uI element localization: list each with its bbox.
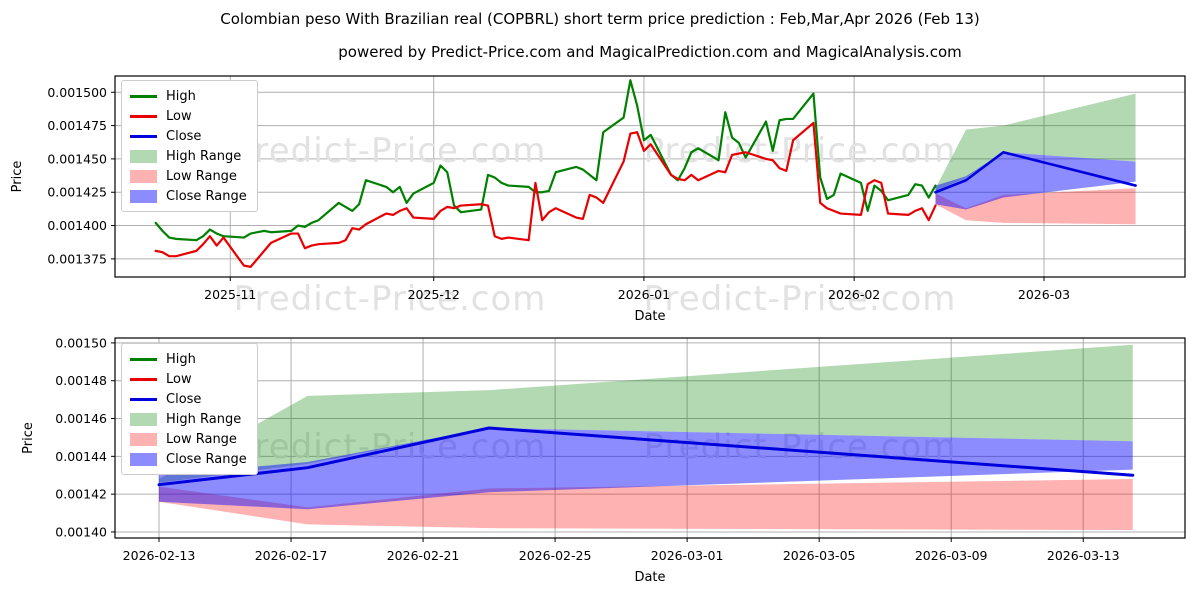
x-tick-label: 2026-02-17: [255, 548, 328, 563]
legend-label: High Range: [166, 148, 242, 164]
legend-line-swatch: [130, 134, 157, 138]
x-tick-label: 2026-03: [1018, 287, 1070, 302]
y-tick-label: 0.001400: [47, 218, 107, 233]
legend-line-swatch: [130, 114, 157, 118]
legend-label: Low: [166, 108, 192, 124]
legend-line-swatch: [130, 397, 157, 401]
y-tick-label: 0.001450: [47, 151, 107, 166]
legend-item-low: Low: [130, 106, 247, 126]
legend-item-high-range: High Range: [130, 409, 247, 429]
y-axis-label: Price: [10, 161, 25, 193]
series-line-low: [154, 121, 937, 268]
legend-main-chart: High Low Close High Range Low Range Close Ran…: [121, 80, 258, 212]
legend-line-swatch: [130, 377, 157, 381]
legend-patch-swatch: [130, 169, 157, 183]
y-tick-label: 0.00142: [55, 487, 107, 502]
legend-item-high: High: [130, 86, 247, 106]
legend-item-close-range: Close Range: [130, 449, 247, 469]
series-line-high: [154, 79, 937, 242]
legend-label: Low Range: [166, 168, 237, 184]
legend-label: High Range: [166, 411, 242, 427]
x-tick-label: 2025-12: [408, 287, 460, 302]
legend-patch-swatch: [130, 412, 157, 426]
x-tick-label: 2026-02: [828, 287, 880, 302]
legend-item-high: High: [130, 349, 247, 369]
y-tick-label: 0.001500: [47, 85, 107, 100]
band-low-range: [159, 479, 1133, 531]
legend-patch-swatch: [130, 452, 157, 466]
x-tick-label: 2026-02-21: [387, 548, 460, 563]
watermark-text: Predict-Price.com: [644, 427, 957, 467]
y-axis-label: Price: [21, 422, 36, 454]
watermark-text: Predict-Price.com: [234, 279, 547, 319]
y-tick-label: 0.001375: [47, 251, 107, 266]
y-tick-label: 0.001475: [47, 118, 107, 133]
legend-item-low-range: Low Range: [130, 166, 247, 186]
legend-item-low: Low: [130, 369, 247, 389]
x-axis-label: Date: [634, 570, 665, 585]
legend-forecast-chart: High Low Close High Range Low Range Close Ran…: [121, 343, 258, 475]
axes-frame: [114, 75, 1186, 278]
x-tick-label: 2026-03-13: [1047, 548, 1120, 563]
x-tick-label: 2026-02-13: [123, 548, 196, 563]
legend-line-swatch: [130, 357, 157, 361]
axes-frame: [114, 337, 1186, 539]
legend-patch-swatch: [130, 432, 157, 446]
y-tick-label: 0.00146: [55, 411, 107, 426]
x-tick-label: 2026-03-05: [783, 548, 856, 563]
band-low-range: [935, 188, 1136, 225]
y-tick-label: 0.00140: [55, 524, 107, 539]
legend-label: Low: [166, 371, 192, 387]
legend-line-swatch: [130, 94, 157, 98]
legend-label: Close Range: [166, 188, 247, 204]
x-tick-label: 2025-11: [204, 287, 256, 302]
legend-label: High: [166, 88, 196, 104]
watermark-text: Predict-Price.com: [644, 131, 957, 171]
legend-label: Low Range: [166, 431, 237, 447]
x-tick-label: 2026-03-01: [651, 548, 724, 563]
x-tick-label: 2026-02-25: [519, 548, 592, 563]
x-tick-label: 2026-03-09: [915, 548, 988, 563]
figure-subtitle: powered by Predict-Price.com and Magical…: [338, 43, 962, 61]
legend-item-close: Close: [130, 389, 247, 409]
legend-patch-swatch: [130, 149, 157, 163]
legend-label: Close: [166, 391, 202, 407]
figure-title: Colombian peso With Brazilian real (COPB…: [220, 10, 980, 28]
y-tick-label: 0.00144: [55, 449, 107, 464]
legend-item-low-range: Low Range: [130, 429, 247, 449]
legend-label: Close Range: [166, 451, 247, 467]
watermark-text: Predict-Price.com: [644, 279, 957, 319]
legend-label: High: [166, 351, 196, 367]
band-high-range: [935, 93, 1136, 191]
y-tick-label: 0.001425: [47, 185, 107, 200]
y-tick-label: 0.00150: [55, 335, 107, 350]
x-tick-label: 2026-01: [618, 287, 670, 302]
y-tick-label: 0.00148: [55, 373, 107, 388]
legend-item-high-range: High Range: [130, 146, 247, 166]
series-line-close: [157, 426, 1135, 487]
legend-item-close-range: Close Range: [130, 186, 247, 206]
watermark-text: Predict-Price.com: [234, 131, 547, 171]
legend-patch-swatch: [130, 189, 157, 203]
legend-item-close: Close: [130, 126, 247, 146]
watermark-text: Predict-Price.com: [234, 427, 547, 467]
legend-label: Close: [166, 128, 202, 144]
x-axis-label: Date: [634, 309, 665, 324]
band-high-range: [159, 344, 1133, 483]
series-line-close: [934, 150, 1137, 194]
